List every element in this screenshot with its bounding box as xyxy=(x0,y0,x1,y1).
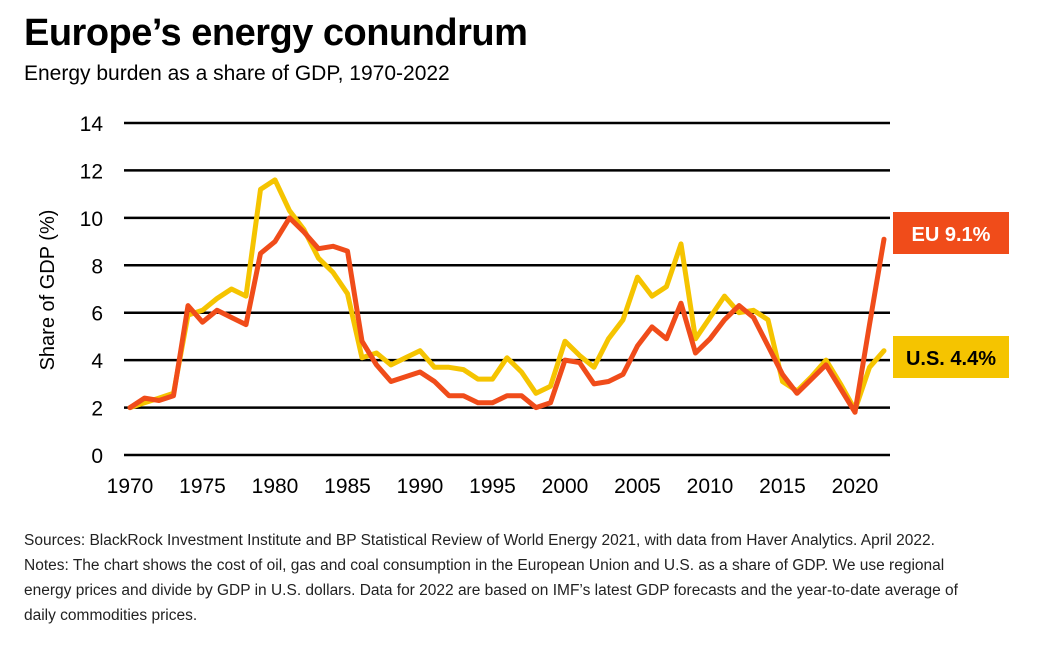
y-tick-label: 6 xyxy=(91,303,103,326)
series-label: EU 9.1% xyxy=(912,224,991,246)
chart-subtitle: Energy burden as a share of GDP, 1970-20… xyxy=(24,62,450,85)
x-tick-label: 1985 xyxy=(324,475,371,498)
y-tick-label: 0 xyxy=(91,445,103,468)
series-end-labels: EU 9.1% U.S. 4.4% xyxy=(893,212,1009,378)
x-tick-label: 1990 xyxy=(397,475,444,498)
gridlines xyxy=(124,121,890,457)
source-footnote: Sources: BlackRock Investment Institute … xyxy=(24,532,958,624)
x-axis-ticks: 1970 1975 1980 1985 1990 1995 2000 2005 2010 2015… xyxy=(107,475,879,498)
y-tick-label: 4 xyxy=(91,350,103,373)
y-tick-label: 8 xyxy=(91,255,103,278)
line-chart: 0 2 4 6 8 10 12 14 1970 1975 1980 1985 1990 1995 2000… xyxy=(37,113,1009,498)
y-axis-ticks: 0 2 4 6 8 10 12 14 xyxy=(80,113,104,468)
x-tick-label: 2010 xyxy=(687,475,734,498)
series-label-box xyxy=(893,336,1009,378)
x-tick-label: 2000 xyxy=(542,475,589,498)
chart-title: Europe’s energy conundrum xyxy=(24,12,528,54)
series-line-us xyxy=(127,177,887,413)
series-line-eu xyxy=(127,215,887,415)
x-tick-label: 1970 xyxy=(107,475,154,498)
series-lines xyxy=(127,177,887,415)
y-tick-label: 10 xyxy=(80,208,103,231)
x-tick-label: 1975 xyxy=(179,475,226,498)
series-label: U.S. 4.4% xyxy=(906,348,996,370)
y-axis-label: Share of GDP (%) xyxy=(37,210,59,371)
series-label-box xyxy=(893,212,1009,254)
x-tick-label: 2015 xyxy=(759,475,806,498)
y-tick-label: 14 xyxy=(80,113,104,136)
y-tick-label: 12 xyxy=(80,160,103,183)
y-tick-label: 2 xyxy=(91,398,103,421)
x-tick-label: 1995 xyxy=(469,475,516,498)
x-tick-label: 2005 xyxy=(614,475,661,498)
x-tick-label: 2020 xyxy=(832,475,879,498)
x-tick-label: 1980 xyxy=(252,475,299,498)
